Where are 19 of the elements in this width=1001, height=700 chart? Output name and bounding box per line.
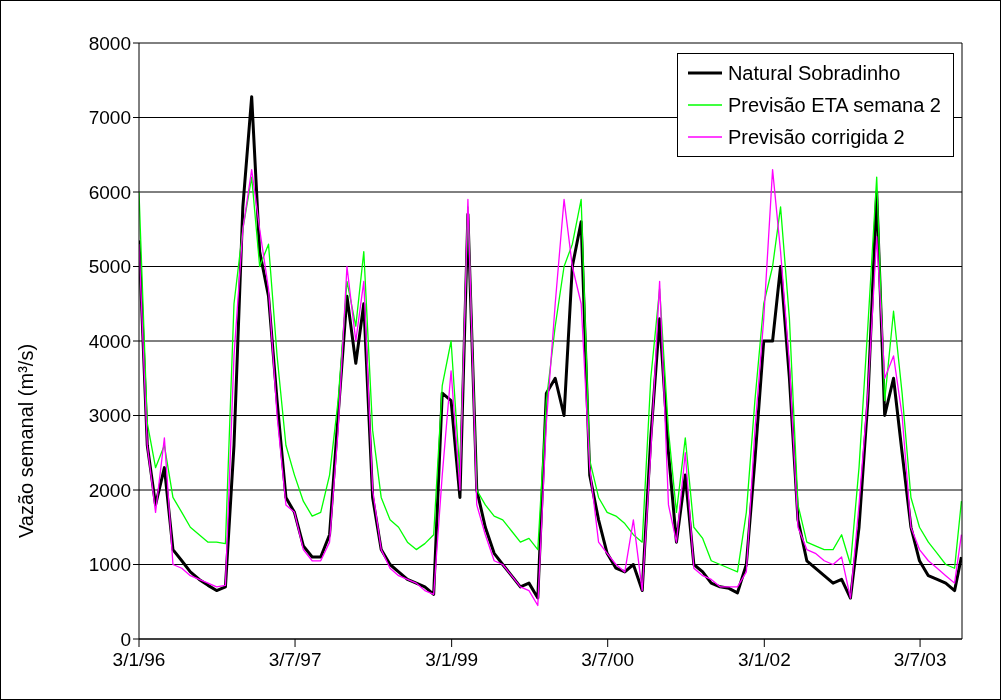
x-tick-label: 3/1/96 <box>112 649 166 671</box>
y-tick-label: 3000 <box>88 405 131 427</box>
x-tick-label: 3/7/03 <box>893 649 947 671</box>
x-tick-label: 3/1/99 <box>425 649 479 671</box>
y-tick-label: 2000 <box>88 479 131 501</box>
x-tick-label: 3/7/97 <box>268 649 322 671</box>
y-tick-label: 6000 <box>88 181 131 203</box>
x-tick-label: 3/1/02 <box>737 649 791 671</box>
y-tick-label: 8000 <box>88 32 131 54</box>
y-tick-label: 1000 <box>88 554 131 576</box>
y-tick-label: 0 <box>120 628 131 650</box>
legend-label: Previsão ETA semana 2 <box>727 93 941 118</box>
x-tick-label: 3/7/00 <box>581 649 635 671</box>
y-tick-label: 4000 <box>88 330 131 352</box>
y-tick-label: 7000 <box>88 107 131 129</box>
legend-label: Previsão corrigida 2 <box>727 125 905 150</box>
legend-label: Natural Sobradinho <box>727 61 901 86</box>
y-axis-title: Vazão semanal (m³/s) <box>15 343 38 539</box>
y-tick-label: 5000 <box>88 256 131 278</box>
